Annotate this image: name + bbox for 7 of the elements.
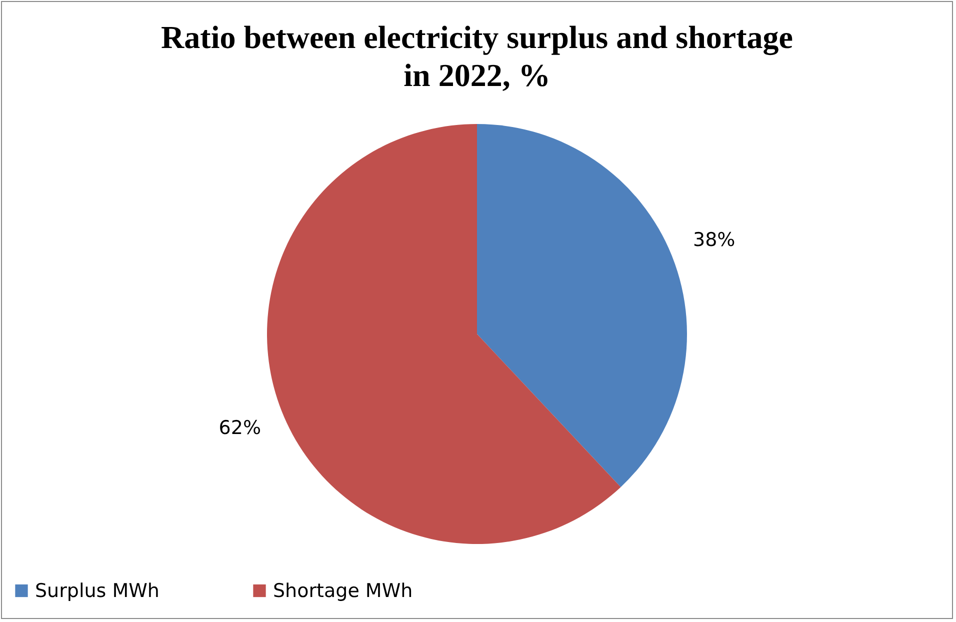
data-label: 62%: [218, 416, 262, 439]
pie-slice: [477, 124, 687, 488]
legend-label: Shortage MWh: [273, 580, 413, 602]
chart-title: Ratio between electricity surplus and shortage in 2022, %: [161, 19, 793, 93]
pie-slice: [267, 124, 621, 544]
legend-label: Surplus MWh: [35, 580, 160, 602]
data-label: 38%: [692, 229, 736, 252]
